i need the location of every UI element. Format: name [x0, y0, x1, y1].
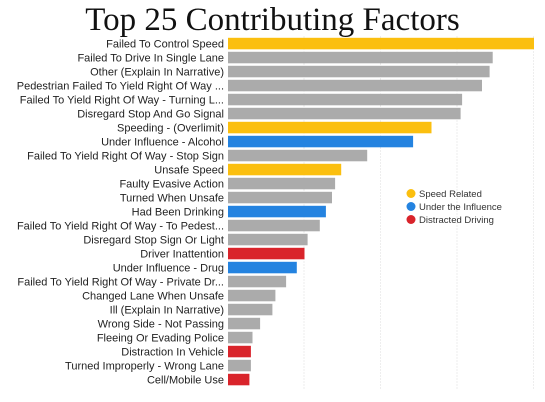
category-label: Under Influence - Drug: [113, 262, 224, 274]
legend-label: Under the Influence: [419, 202, 502, 213]
bar[interactable]: [228, 317, 261, 330]
category-label: Failed To Yield Right Of Way - Private D…: [17, 276, 224, 288]
bar[interactable]: [228, 163, 342, 176]
legend-label: Distracted Driving: [419, 215, 494, 226]
bar[interactable]: [228, 205, 326, 218]
legend-marker: [406, 202, 416, 211]
category-label: Turned Improperly - Wrong Lane: [65, 360, 224, 372]
bar[interactable]: [228, 289, 276, 302]
category-label: Failed To Control Speed: [106, 38, 224, 50]
legend-label: Speed Related: [419, 189, 482, 200]
category-label: Changed Lane When Unsafe: [82, 290, 224, 302]
bar[interactable]: [228, 121, 432, 134]
bar[interactable]: [228, 51, 493, 64]
category-label: Failed To Yield Right Of Way - To Pedest…: [17, 220, 224, 232]
category-label: Turned When Unsafe: [120, 192, 224, 204]
category-label: Disregard Stop Sign Or Light: [83, 234, 224, 246]
category-label: Failed To Drive In Single Lane: [77, 52, 224, 64]
bar[interactable]: [228, 247, 305, 260]
category-label: Faulty Evasive Action: [119, 178, 224, 190]
bar[interactable]: [228, 359, 251, 372]
bar[interactable]: [228, 191, 332, 204]
category-label: Ill (Explain In Narrative): [110, 304, 224, 316]
category-label: Failed To Yield Right Of Way - Turning L…: [20, 94, 224, 106]
bar[interactable]: [228, 219, 320, 232]
category-label: Disregard Stop And Go Signal: [77, 108, 224, 120]
bar[interactable]: [228, 345, 251, 358]
category-label: Pedestrian Failed To Yield Right Of Way …: [17, 80, 224, 92]
bar[interactable]: [228, 79, 482, 92]
bar[interactable]: [228, 65, 490, 78]
category-label: Under Influence - Alcohol: [101, 136, 224, 148]
legend-marker: [406, 215, 416, 224]
legend: Speed Related Under the Influence Distract…: [406, 189, 502, 226]
bar[interactable]: [228, 177, 336, 190]
bar[interactable]: [228, 233, 308, 246]
bar[interactable]: [228, 107, 461, 120]
bar[interactable]: [228, 261, 297, 274]
bar[interactable]: [228, 331, 253, 344]
category-label: Fleeing Or Evading Police: [97, 332, 224, 344]
bar[interactable]: [228, 373, 250, 386]
category-label: Distraction In Vehicle: [121, 346, 224, 358]
bar[interactable]: [228, 303, 273, 316]
category-label: Speeding - (Overlimit): [117, 122, 224, 134]
category-label: Failed To Yield Right Of Way - Stop Sign: [27, 150, 224, 162]
category-label: Had Been Drinking: [132, 206, 224, 218]
category-label: Cell/Mobile Use: [147, 374, 224, 386]
category-label: Unsafe Speed: [154, 164, 224, 176]
bar[interactable]: [228, 93, 463, 106]
bar[interactable]: [228, 149, 368, 162]
category-label: Driver Inattention: [140, 248, 224, 260]
category-label: Wrong Side - Not Passing: [98, 318, 224, 330]
legend-marker: [406, 189, 416, 198]
bar[interactable]: [228, 37, 534, 50]
chart-title: Top 25 Contributing Factors: [85, 2, 460, 38]
bar[interactable]: [228, 275, 287, 288]
bar[interactable]: [228, 135, 414, 148]
category-label: Other (Explain In Narrative): [90, 66, 224, 78]
